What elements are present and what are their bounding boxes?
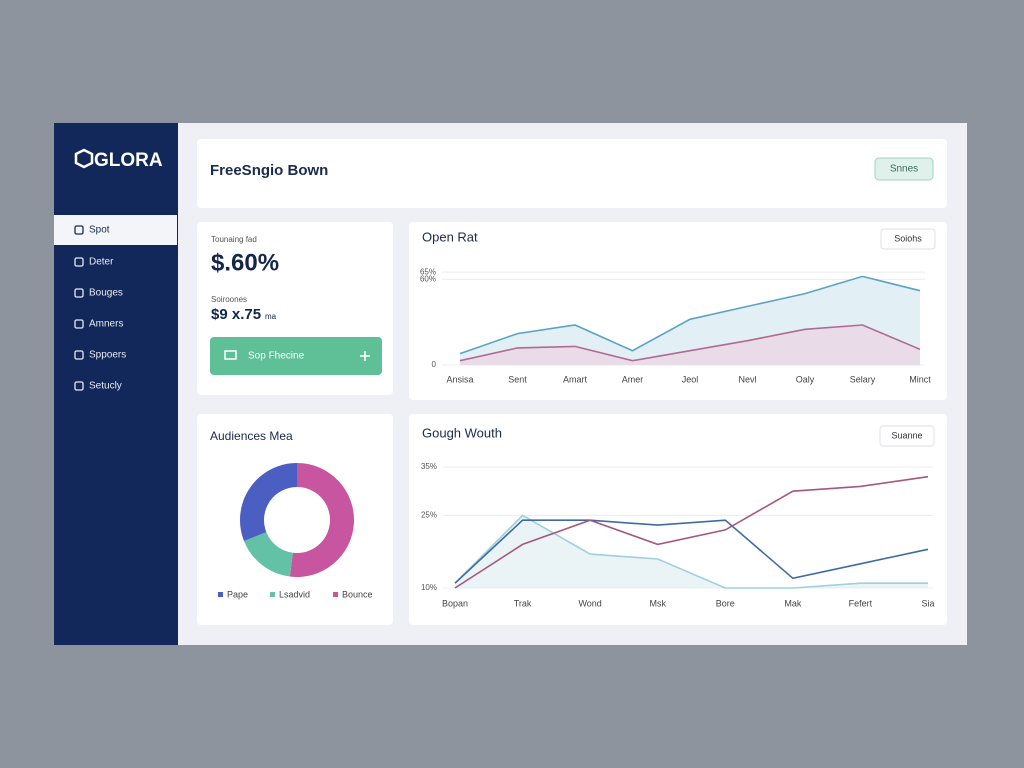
line xyxy=(454,519,929,584)
y-tick-label: 60% xyxy=(420,274,436,283)
nav-item[interactable]: Sppoers xyxy=(89,350,126,361)
header-card xyxy=(197,139,947,208)
header-button[interactable] xyxy=(874,157,934,181)
stat-label: Soiroones xyxy=(211,295,247,304)
legend-swatch xyxy=(333,592,338,597)
pie-slice xyxy=(289,463,355,578)
nav-item[interactable]: Bouges xyxy=(89,288,123,299)
chart-button[interactable] xyxy=(879,425,935,447)
y-tick-label: 10% xyxy=(421,583,437,592)
x-tick-label: Trak xyxy=(514,598,532,608)
x-tick-label: Mak xyxy=(784,598,802,608)
x-tick-label: Fefert xyxy=(849,598,873,608)
legend-label: Pape xyxy=(227,589,248,599)
x-tick-label: Sia xyxy=(921,598,934,608)
nav-icon xyxy=(74,350,84,360)
legend-swatch xyxy=(270,592,275,597)
nav-icon xyxy=(74,257,84,267)
x-tick-label: Msk xyxy=(649,598,666,608)
stats-button-label[interactable]: Sop Fhecine xyxy=(248,351,305,362)
chart-card xyxy=(197,414,393,625)
header-button-label[interactable]: Snnes xyxy=(890,164,918,175)
y-tick-label: 35% xyxy=(421,462,437,471)
plus-icon xyxy=(360,351,370,361)
nav-icon xyxy=(74,225,84,235)
x-tick-label: Wond xyxy=(578,598,601,608)
x-tick-label: Nevl xyxy=(738,374,756,384)
legend-label: Bounce xyxy=(342,589,373,599)
stat-value: $9 x.75 xyxy=(211,306,261,323)
chart-button-label[interactable]: Soiohs xyxy=(894,233,922,243)
header-title: FreeSngio Bown xyxy=(210,162,328,179)
line xyxy=(454,514,928,589)
logo: GLORA xyxy=(94,150,163,171)
x-tick-label: Bopan xyxy=(442,598,468,608)
chart-button[interactable] xyxy=(880,228,936,250)
chart-button-label[interactable]: Suanne xyxy=(891,430,922,440)
x-tick-label: Sent xyxy=(508,374,527,384)
nav-item[interactable]: Setucly xyxy=(89,381,122,392)
area xyxy=(460,325,920,365)
line xyxy=(454,475,929,589)
x-tick-label: Oaly xyxy=(796,374,815,384)
stat-label: Tounaing fad xyxy=(211,235,257,244)
nav-icon xyxy=(74,381,84,391)
y-tick-label: 0 xyxy=(432,360,437,369)
x-tick-label: Amer xyxy=(622,374,644,384)
x-tick-label: Selary xyxy=(850,374,876,384)
x-tick-label: Bore xyxy=(716,598,735,608)
pie-slice xyxy=(239,463,297,541)
stats-button[interactable] xyxy=(210,337,382,375)
chart-title: Gough Wouth xyxy=(422,425,502,440)
chart-title: Open Rat xyxy=(422,229,478,244)
stat-value: $.60% xyxy=(211,249,279,276)
x-tick-label: Amart xyxy=(563,374,588,384)
stat-unit: ma xyxy=(265,312,277,321)
nav-item[interactable]: Amners xyxy=(89,319,123,330)
nav-icon xyxy=(74,319,84,329)
logo-icon xyxy=(74,148,94,169)
chart-card xyxy=(409,414,947,625)
nav-active xyxy=(54,215,177,245)
legend-label: Lsadvid xyxy=(279,589,310,599)
x-tick-label: Ansisa xyxy=(446,374,473,384)
pie-slice xyxy=(244,532,293,577)
y-tick-label: 65% xyxy=(420,267,436,276)
chart-title: Audiences Mea xyxy=(210,429,293,443)
x-tick-label: Jeol xyxy=(682,374,699,384)
nav-icon xyxy=(74,288,84,298)
legend-swatch xyxy=(218,592,223,597)
nav-item[interactable]: Spot xyxy=(89,225,110,236)
line xyxy=(459,324,921,362)
line xyxy=(459,275,921,355)
nav-item[interactable]: Deter xyxy=(89,257,114,268)
y-tick-label: 25% xyxy=(421,511,437,520)
area xyxy=(455,515,928,588)
x-tick-label: Minct xyxy=(909,374,931,384)
button-icon xyxy=(224,350,237,360)
